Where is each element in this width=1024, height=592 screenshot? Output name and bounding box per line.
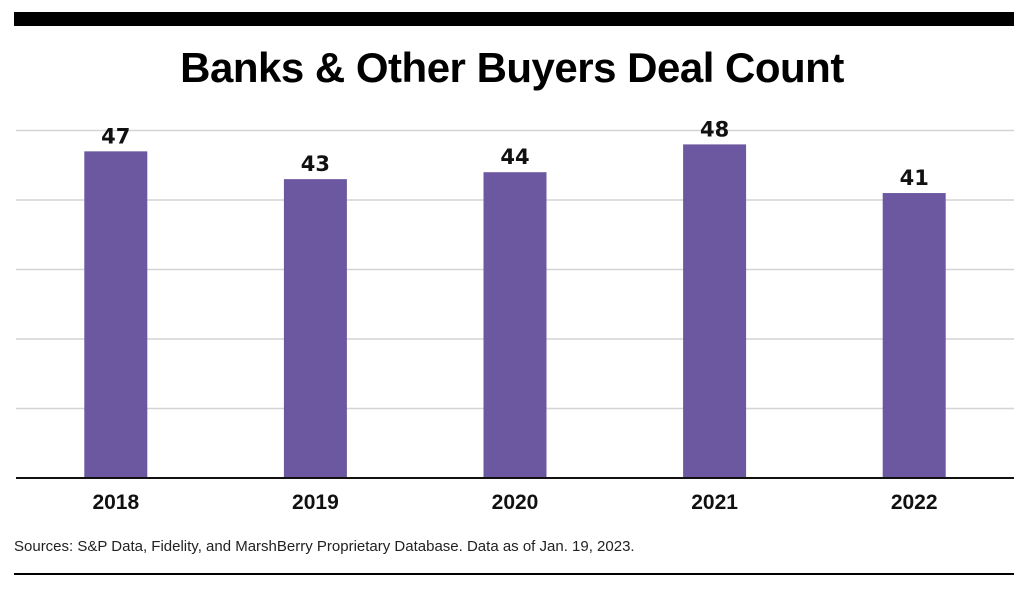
source-note: Sources: S&P Data, Fidelity, and MarshBe…: [14, 538, 635, 555]
bar-2018: [84, 151, 148, 478]
bar-value-label: 48: [700, 117, 729, 141]
bar-value-label: 41: [900, 166, 929, 190]
x-tick-label: 2018: [92, 491, 139, 514]
x-tick-label: 2019: [292, 491, 339, 514]
bar-2021: [683, 144, 747, 478]
bar-2022: [882, 193, 946, 479]
bottom-rule: [14, 573, 1014, 575]
x-axis: 2018 2019 2020 2021 2022: [16, 477, 1014, 514]
bar-value-label: 43: [301, 152, 330, 176]
chart-title: Banks & Other Buyers Deal Count: [180, 44, 844, 91]
bar-value-label: 44: [500, 145, 529, 169]
top-rule: [14, 12, 1014, 26]
bars: 47 43 44 48 41: [84, 117, 946, 479]
x-tick-label: 2022: [891, 491, 938, 514]
x-tick-label: 2021: [691, 491, 738, 514]
bar-2019: [283, 179, 347, 478]
x-tick-label: 2020: [492, 491, 539, 514]
bar-value-label: 47: [101, 124, 130, 148]
bar-2020: [483, 172, 547, 478]
